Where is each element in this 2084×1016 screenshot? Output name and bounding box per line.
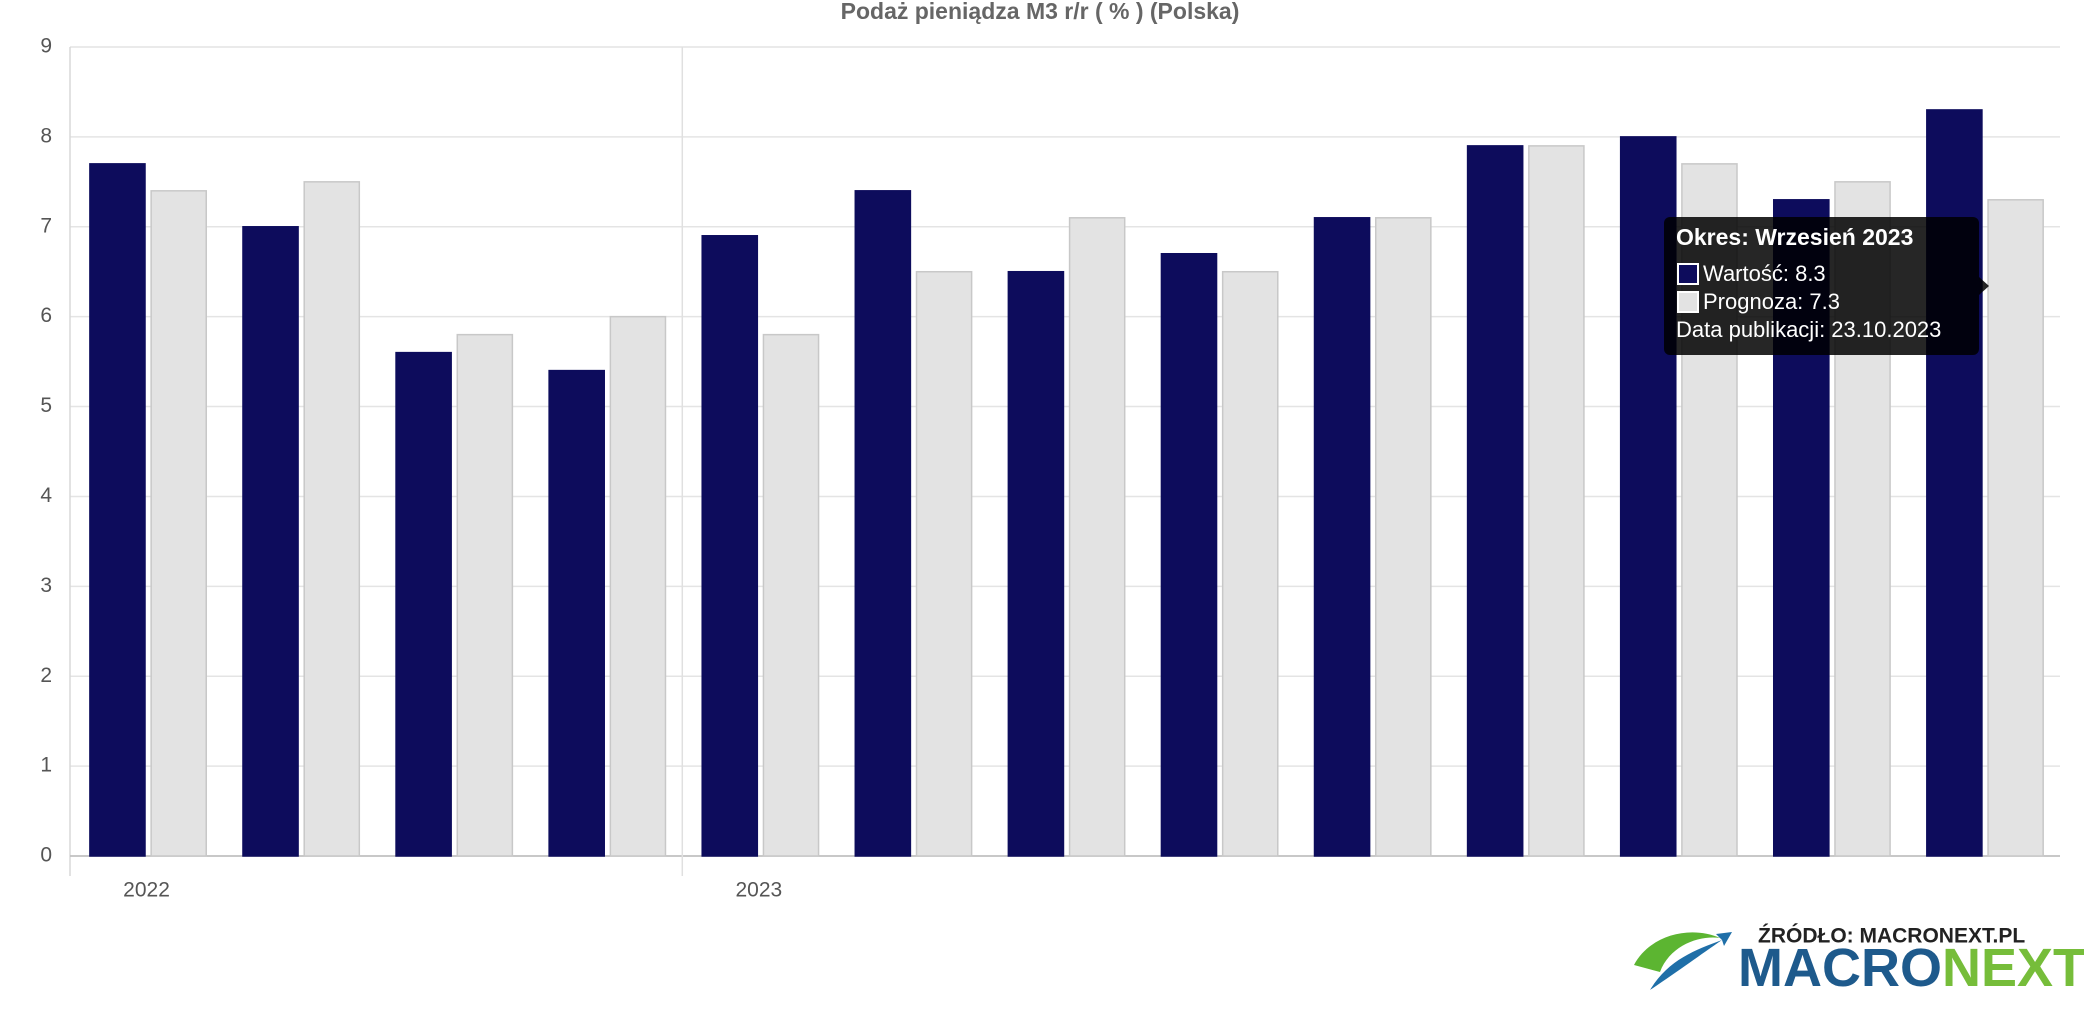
bar — [242, 226, 299, 857]
y-tick-label: 4 — [40, 484, 52, 507]
bar — [1068, 217, 1126, 857]
y-tick-label: 8 — [40, 124, 52, 147]
bar — [1466, 145, 1524, 857]
chart-title: Podaż pieniądza M3 r/r ( % ) (Polska) — [841, 0, 1240, 24]
y-tick-label: 6 — [40, 304, 52, 327]
bar — [150, 190, 207, 857]
tooltip-swatch — [1677, 263, 1699, 285]
x-tick-label: 2022 — [123, 879, 170, 902]
bar — [1160, 252, 1218, 857]
tooltip-arrow — [1979, 277, 1989, 295]
bar — [609, 315, 667, 857]
tooltip-swatch — [1677, 291, 1699, 313]
logo-text: MACRONEXT — [1738, 938, 2084, 998]
bar — [854, 190, 912, 857]
plot-area: 0 1 2 3 4 5 6 7 8 9 2022 2023 — [40, 35, 2060, 902]
logo-left: MACRO — [1738, 938, 1942, 998]
bar — [89, 163, 146, 857]
y-tick-label: 1 — [40, 754, 52, 777]
source: ŹRÓDŁO: MACRONEXT.PL — [1758, 924, 2025, 948]
logo-right: NEXT — [1942, 938, 2084, 998]
tooltip-item: Prognoza: 7.3 — [1703, 289, 1840, 314]
bar — [456, 333, 514, 857]
logo-swoosh — [1634, 932, 1720, 972]
y-tick-label: 5 — [40, 394, 52, 417]
bar — [548, 369, 605, 857]
y-tick-label: 9 — [40, 35, 52, 58]
tooltip-box — [1664, 217, 1979, 355]
logo: ŹRÓDŁO: MACRONEXT.PL MACRONEXT — [1634, 924, 2084, 998]
logo-arrow — [1650, 932, 1732, 990]
bar — [303, 181, 361, 857]
bar — [1528, 145, 1585, 857]
tooltip-footer: Data publikacji: 23.10.2023 — [1676, 317, 1941, 342]
bar — [1374, 217, 1432, 857]
tooltip-title: Okres: Wrzesień 2023 — [1676, 224, 1913, 250]
bar — [762, 333, 820, 857]
bar — [1987, 199, 2044, 857]
bar — [1221, 270, 1279, 857]
bar — [1007, 270, 1065, 857]
tooltip: Okres: Wrzesień 2023 Wartość: 8.3 Progno… — [1664, 217, 1989, 355]
y-tick-label: 0 — [40, 844, 52, 867]
tooltip-item: Wartość: 8.3 — [1703, 261, 1826, 286]
x-tick-label: 2023 — [735, 879, 782, 902]
bar — [701, 235, 759, 857]
y-tick-label: 7 — [40, 214, 52, 237]
bar — [395, 351, 452, 857]
y-tick-label: 3 — [40, 574, 52, 597]
bar — [915, 270, 973, 857]
bar — [1313, 217, 1371, 857]
y-tick-label: 2 — [40, 664, 52, 687]
